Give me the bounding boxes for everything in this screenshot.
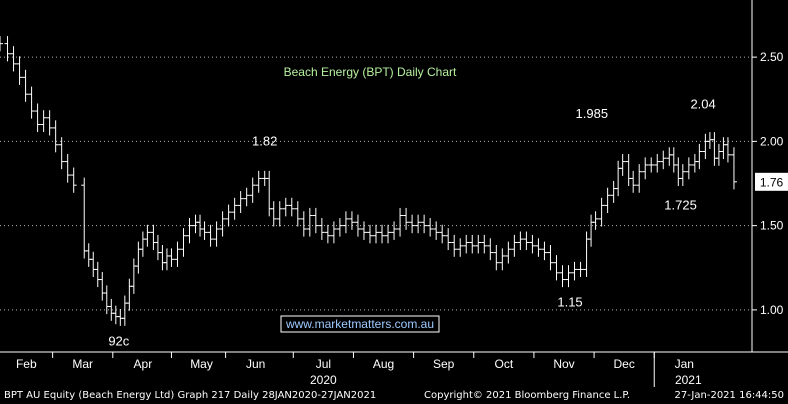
footer: BPT AU Equity (Beach Energy Ltd) Graph 2… — [0, 387, 788, 404]
x-tick-label: Feb — [16, 357, 37, 371]
price-chart: Beach Energy (BPT) Daily Chart www.marke… — [0, 0, 788, 387]
x-tick-label: Apr — [134, 357, 153, 371]
x-tick-label: Mar — [72, 357, 93, 371]
x-tick-label: Nov — [553, 357, 574, 371]
watermark-text: www.marketmatters.com.au — [285, 317, 434, 331]
last-price-label: 1.76 — [760, 175, 784, 189]
x-tick-label: Oct — [495, 357, 514, 371]
x-tick-label: Jun — [246, 357, 265, 371]
y-tick-label: 2.50 — [760, 50, 784, 64]
y-axis: 1.00 1.50 2.00 2.50 — [752, 50, 784, 317]
x-tick-label: Jan — [675, 357, 694, 371]
annotation-label: 1.15 — [557, 295, 582, 310]
annotation-label: 1.725 — [664, 198, 697, 213]
annotation-label: 92c — [108, 333, 129, 348]
annotation-label: 1.82 — [252, 134, 277, 149]
year-label: 2020 — [310, 373, 337, 387]
x-axis: Feb Mar Apr May Jun Jul Aug Sep Oct Nov Dec Jan 2020… — [16, 352, 702, 387]
year-label: 2021 — [675, 373, 702, 387]
x-tick-label: Dec — [613, 357, 634, 371]
annotation-label: 2.04 — [690, 97, 715, 112]
chart-title: Beach Energy (BPT) Daily Chart — [284, 65, 457, 79]
x-tick-label: Jul — [316, 357, 331, 371]
y-tick-label: 1.00 — [760, 303, 784, 317]
x-tick-label: May — [190, 357, 213, 371]
y-tick-label: 1.50 — [760, 219, 784, 233]
x-tick-label: Sep — [433, 357, 455, 371]
annotation-label: 1.985 — [576, 106, 609, 121]
last-price-marker: 1.76 — [755, 172, 788, 191]
price-annotations: 92c 1.82 1.15 1.985 1.725 2.04 — [108, 97, 715, 349]
footer-center: Copyright© 2021 Bloomberg Finance L.P. — [424, 390, 631, 401]
x-tick-label: Aug — [373, 357, 394, 371]
price-bars — [0, 36, 737, 326]
watermark-box — [280, 315, 440, 333]
watermark: www.marketmatters.com.au — [280, 315, 440, 333]
footer-right: 27-Jan-2021 16:44:50 — [674, 390, 784, 401]
footer-left: BPT AU Equity (Beach Energy Ltd) Graph 2… — [4, 390, 377, 401]
y-tick-label: 2.00 — [760, 134, 784, 148]
last-price-box — [755, 172, 788, 191]
